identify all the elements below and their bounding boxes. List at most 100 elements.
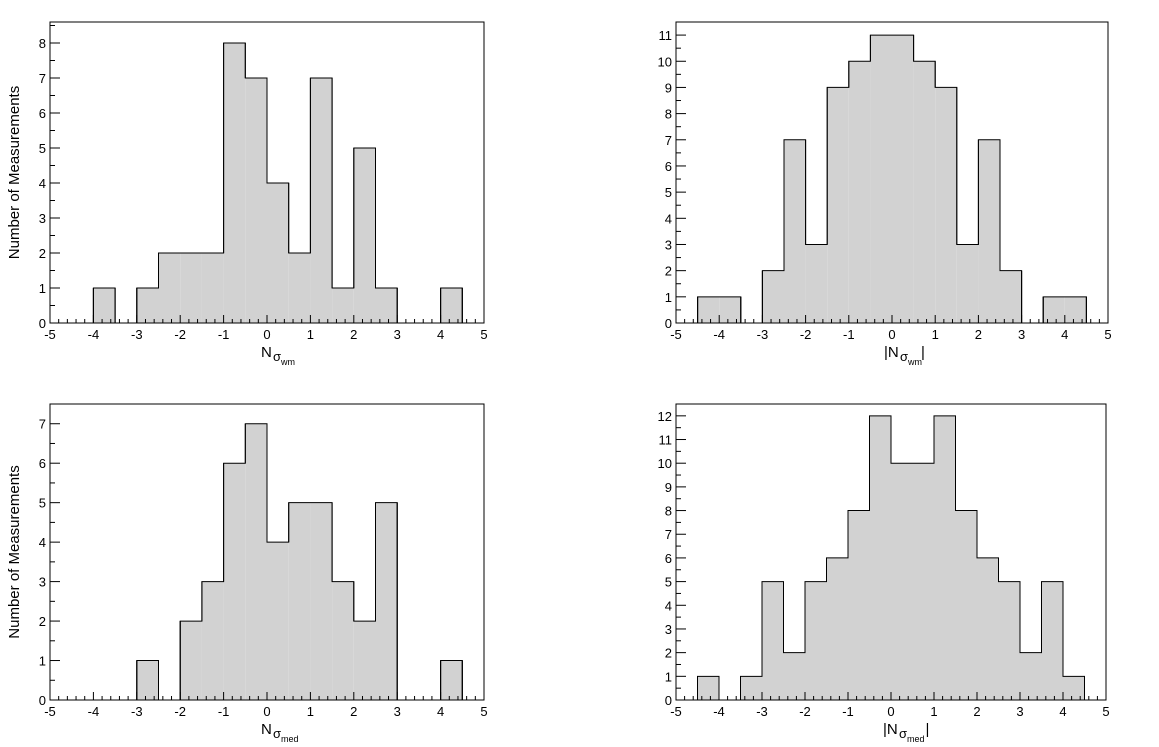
x-tick-label: -4: [88, 327, 100, 342]
x-tick-label: 5: [480, 704, 487, 719]
y-tick-label: 7: [39, 417, 46, 432]
y-tick-label: 0: [665, 316, 672, 331]
x-axis-title-abs-bar: |: [926, 721, 930, 738]
histogram-bar: [998, 581, 1020, 700]
x-tick-label: -3: [131, 704, 143, 719]
y-tick-label: 6: [39, 456, 46, 471]
x-tick-label: 2: [973, 704, 980, 719]
histogram-bar: [827, 87, 849, 323]
x-tick-label: -1: [842, 704, 854, 719]
y-tick-label: 6: [665, 159, 672, 174]
histogram-bar: [310, 78, 333, 323]
y-tick-label: 4: [39, 535, 46, 550]
histogram-bar: [892, 35, 914, 324]
histogram-bar: [353, 148, 376, 323]
x-tick-label: -4: [713, 704, 725, 719]
x-axis-title-main: N: [261, 344, 272, 361]
y-tick-label: 5: [665, 185, 672, 200]
x-tick-label: -2: [174, 327, 186, 342]
x-tick-label: 0: [888, 327, 895, 342]
x-tick-label: 3: [394, 704, 401, 719]
histogram-bar: [1041, 581, 1063, 700]
y-tick-label: 3: [665, 622, 672, 637]
y-tick-label: 6: [665, 551, 672, 566]
histogram-bar: [310, 502, 333, 700]
y-tick-label: 1: [665, 669, 672, 684]
histogram-bar: [1064, 296, 1087, 323]
y-tick-label: 10: [658, 54, 672, 69]
histogram-bar: [201, 581, 224, 700]
histogram-bar: [934, 415, 956, 700]
y-tick-label: 8: [39, 36, 46, 51]
histogram-bar: [848, 510, 870, 700]
histogram-bar: [332, 288, 354, 323]
x-tick-label: -1: [843, 327, 855, 342]
histogram-bar: [180, 253, 202, 323]
histogram-bar: [375, 288, 398, 323]
histogram-bar: [784, 139, 806, 323]
histogram-bar: [826, 557, 848, 700]
x-tick-label: 3: [1018, 327, 1025, 342]
histogram-bar: [870, 35, 892, 324]
y-tick-label: 10: [658, 456, 672, 471]
histogram-bar: [440, 288, 463, 323]
x-tick-label: 4: [437, 327, 444, 342]
histogram-bar: [848, 61, 871, 324]
x-tick-label: 0: [263, 327, 270, 342]
histogram-bar: [245, 78, 267, 323]
x-axis-title-abs-bar: |: [921, 344, 925, 361]
x-tick-label: 0: [887, 704, 894, 719]
histogram-bar: [158, 253, 181, 323]
histogram-bar: [332, 581, 354, 700]
y-tick-label: 7: [665, 527, 672, 542]
y-tick-label: 12: [658, 409, 672, 424]
histogram-bar: [267, 542, 289, 700]
x-axis-title-sigma: σ: [273, 349, 281, 364]
histogram-bar: [223, 463, 246, 700]
histogram-bar: [245, 423, 267, 700]
histogram-bar: [912, 463, 934, 700]
x-tick-label: -2: [174, 704, 186, 719]
x-tick-label: 4: [437, 704, 444, 719]
y-tick-label: 11: [659, 28, 673, 43]
histogram-bar: [805, 581, 827, 700]
histogram-bar: [136, 288, 159, 323]
x-tick-label: -3: [756, 704, 768, 719]
x-tick-label: 1: [932, 327, 939, 342]
histogram-bar: [353, 621, 376, 700]
y-tick-label: 5: [39, 141, 46, 156]
histogram-panel-1: 0 1 2 3 4 5 6 7 8 -5 -4 -3 -2 -1 0 1 2 3 4 5 N σ wm Number of M…: [6, 21, 488, 367]
histogram-bar: [891, 463, 913, 700]
y-tick-label: 5: [665, 575, 672, 590]
y-tick-label: 1: [665, 290, 672, 305]
histogram-panel-2: 0 1 2 3 4 5 6 7 8 9 10 11 -5 -4 -3 -2 -1 0 1 2 3 4 5 |N σ wm|: [658, 21, 1112, 367]
y-tick-label: 8: [665, 504, 672, 519]
y-tick-label: 4: [39, 176, 46, 191]
x-axis-title-sigma: σ: [273, 726, 281, 741]
x-axis-title-main: N: [261, 721, 272, 738]
histogram-bar: [223, 43, 246, 323]
y-tick-label: 8: [665, 107, 672, 122]
x-axis-title: |N σ wm|: [884, 344, 925, 367]
y-axis-title: Number of Measurements: [6, 465, 23, 638]
y-tick-label: 4: [665, 211, 672, 226]
histogram-bar: [1020, 652, 1042, 700]
y-tick-label: 9: [665, 80, 672, 95]
histogram-bar: [1000, 270, 1022, 323]
histogram-bar: [93, 288, 116, 323]
x-axis-title-subscript: wm: [280, 357, 295, 367]
x-axis-title-subscript: wm: [907, 357, 922, 367]
x-tick-label: -3: [757, 327, 769, 342]
histogram-bar: [869, 415, 891, 700]
x-tick-label: -5: [670, 327, 682, 342]
x-tick-label: -5: [670, 704, 682, 719]
histogram-bar: [1063, 676, 1085, 700]
x-tick-label: -3: [131, 327, 143, 342]
histogram-bar: [955, 510, 977, 700]
x-axis-title-main: |N: [884, 344, 899, 361]
y-tick-label: 1: [39, 654, 46, 669]
